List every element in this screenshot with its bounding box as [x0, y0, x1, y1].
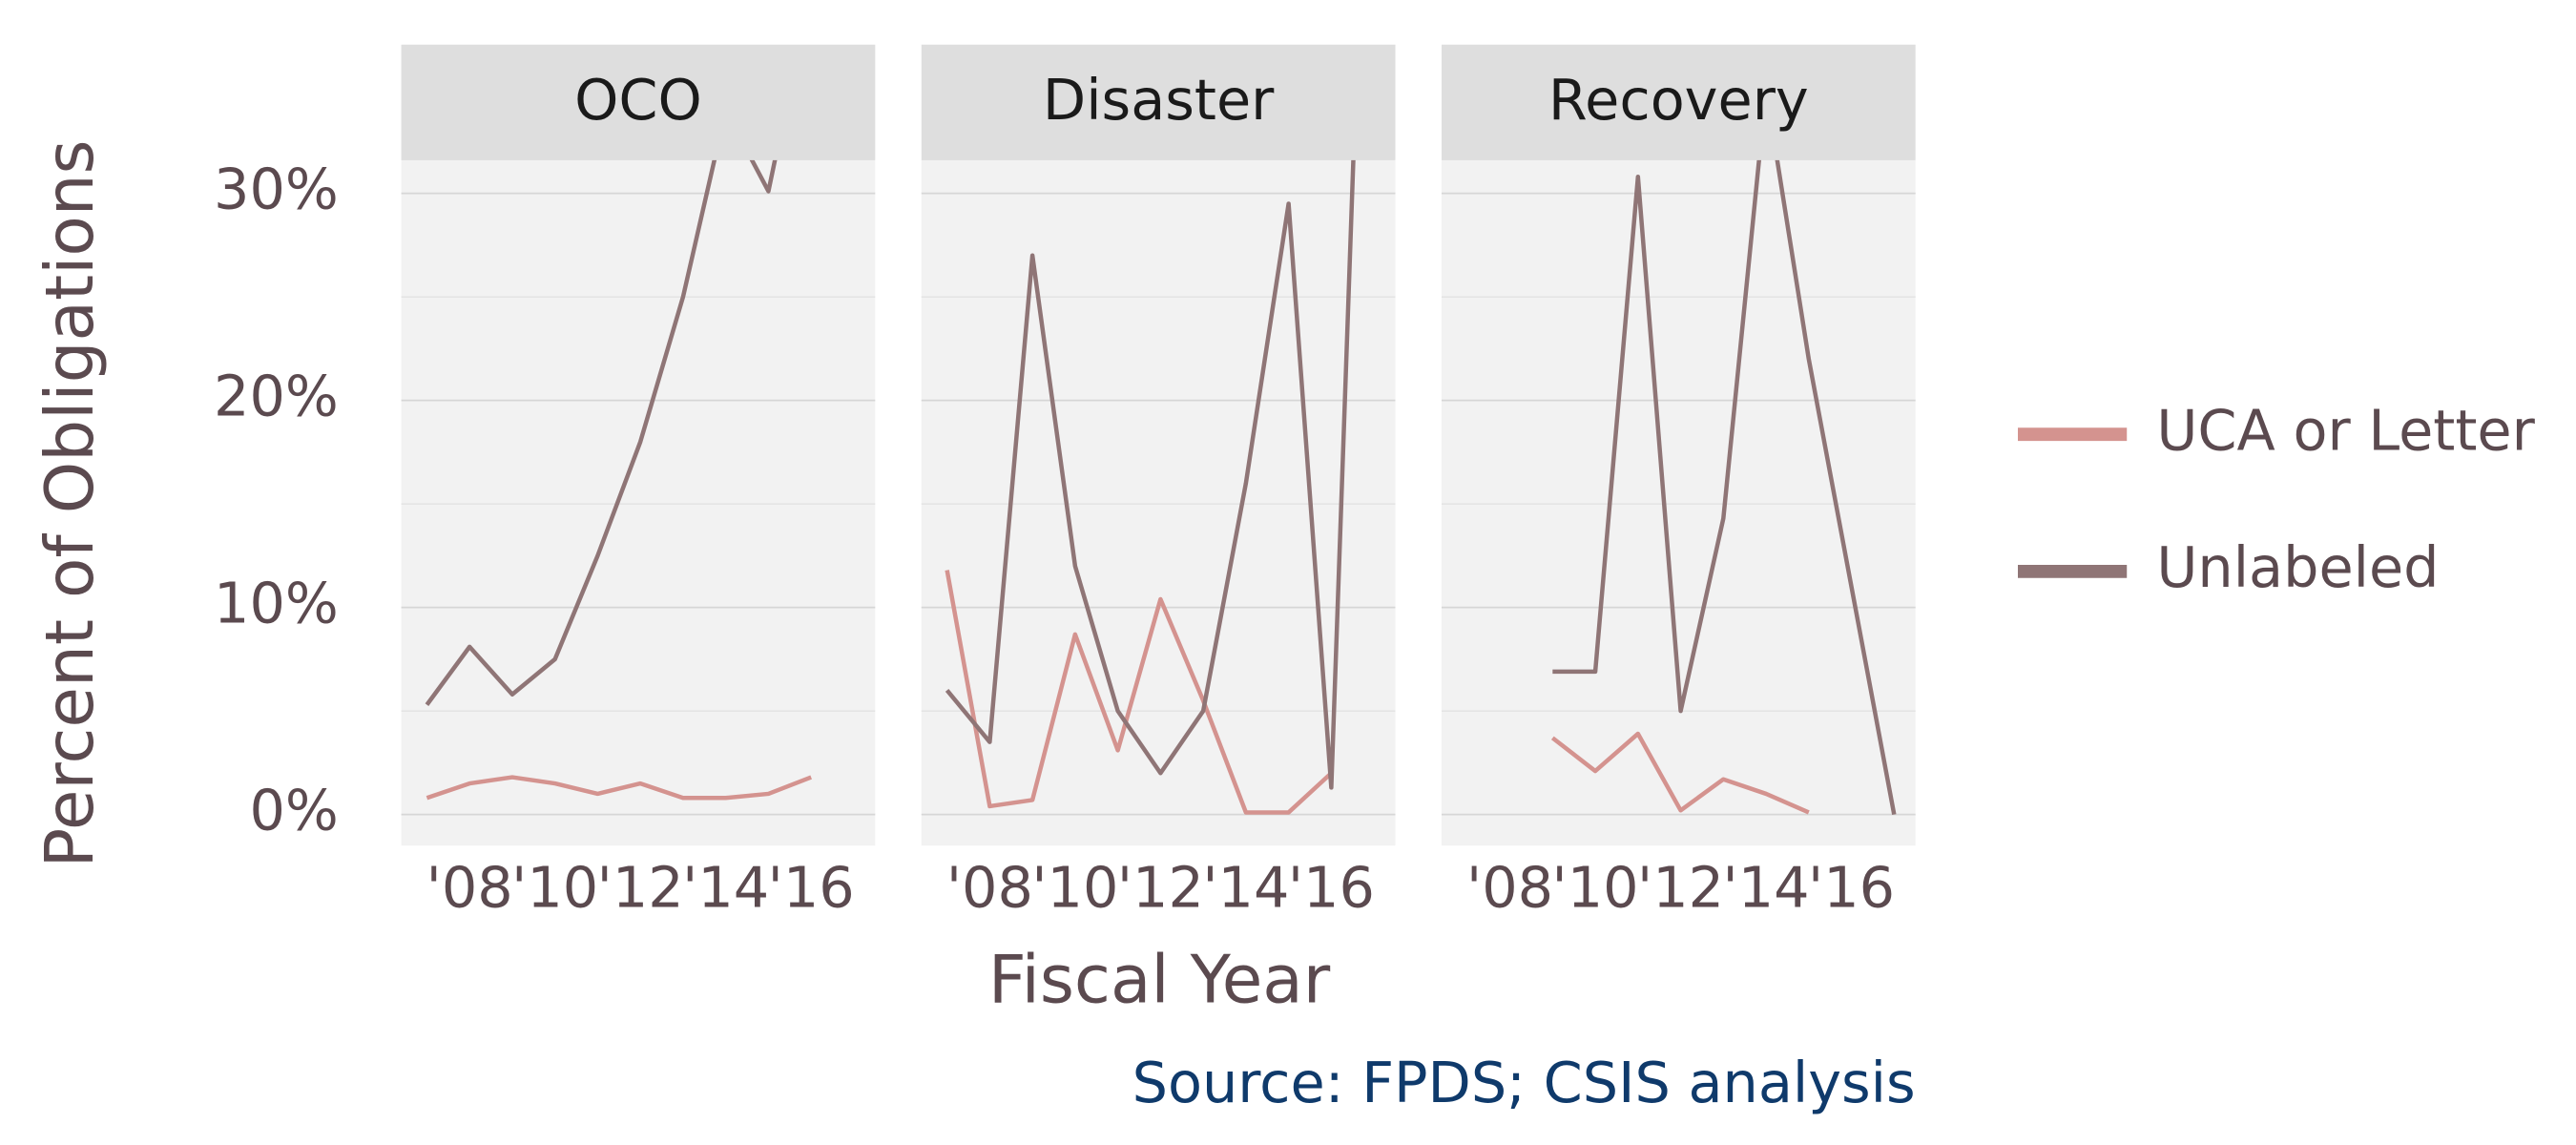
panel-lines [1550, 159, 1897, 816]
panel-background [1441, 159, 1916, 846]
x-tick-label: '10 [511, 855, 598, 921]
y-tick-label: 30% [214, 156, 339, 222]
panel-background [401, 159, 876, 846]
line-series [945, 570, 1333, 815]
strip [401, 44, 876, 160]
x-tick-label: '16 [1808, 855, 1895, 921]
x-tick-label: '16 [768, 855, 855, 921]
line-series [426, 775, 812, 801]
strip-title: Disaster [1043, 67, 1275, 133]
source-note: Source: FPDS; CSIS analysis [1132, 1050, 1916, 1115]
y-tick-label: 0% [249, 778, 338, 843]
y-tick-label: 10% [214, 571, 339, 636]
x-tick-label: '08 [946, 855, 1033, 921]
line-series [425, 159, 778, 706]
y-tick-label: 20% [214, 364, 339, 429]
y-axis-title: Percent of Obligations [32, 139, 109, 867]
panel-lines [945, 159, 1356, 815]
x-axis-title: Fiscal Year [988, 943, 1331, 1019]
x-tick-label: '08 [1466, 855, 1553, 921]
strip [921, 44, 1396, 160]
panel-background [921, 159, 1396, 846]
strip-title: Recovery [1548, 67, 1809, 133]
x-tick-label: '10 [1552, 855, 1639, 921]
x-tick-label: '14 [1723, 855, 1810, 921]
x-tick-label: '12 [597, 855, 684, 921]
x-tick-label: '12 [1637, 855, 1724, 921]
x-tick-label: '08 [426, 855, 513, 921]
legend-label: Unlabeled [2156, 534, 2439, 600]
line-series [1550, 731, 1810, 815]
strip-title: OCO [574, 67, 702, 133]
line-series [945, 159, 1356, 790]
panel-lines [425, 159, 812, 801]
line-series [1552, 159, 1897, 816]
x-tick-label: '16 [1288, 855, 1375, 921]
strip [1441, 44, 1916, 160]
x-tick-label: '14 [1202, 855, 1289, 921]
x-tick-label: '14 [682, 855, 769, 921]
legend-label: UCA or Letter [2156, 397, 2535, 463]
x-tick-label: '10 [1031, 855, 1118, 921]
x-tick-label: '12 [1117, 855, 1204, 921]
